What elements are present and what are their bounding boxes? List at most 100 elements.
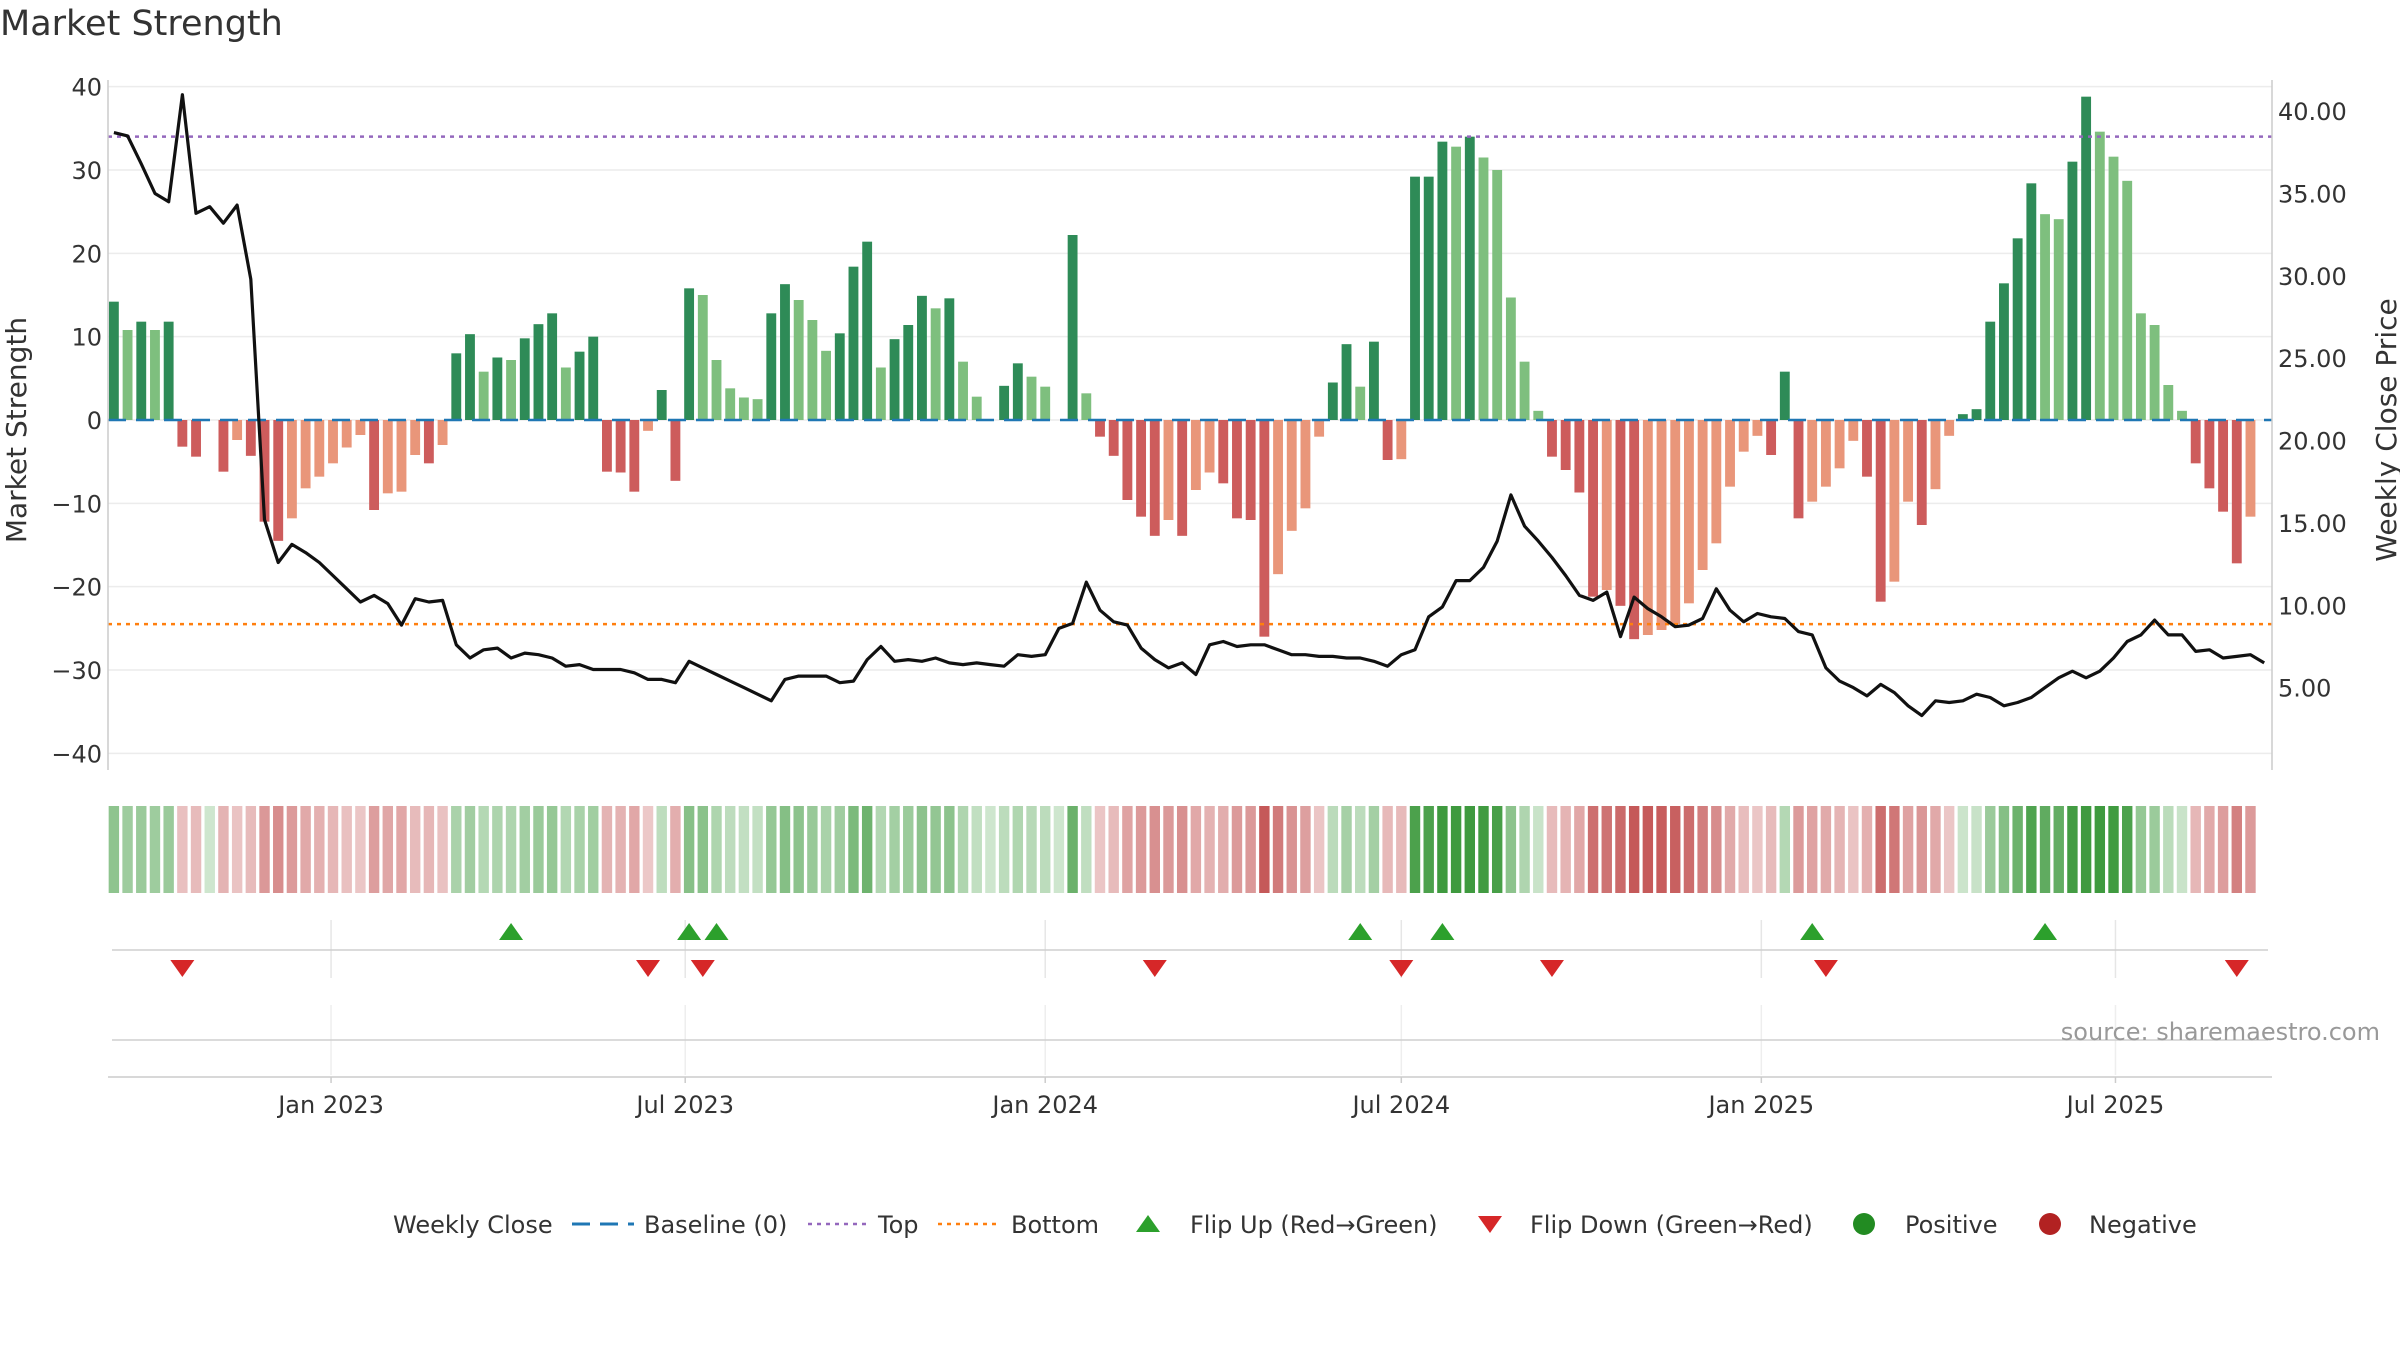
heat-cell xyxy=(1491,806,1503,893)
grid-lines xyxy=(108,85,2272,1075)
strength-bar xyxy=(1273,420,1283,575)
heat-cell xyxy=(1670,806,1681,893)
heat-cell xyxy=(1998,806,2010,893)
flip-up-marker xyxy=(677,923,702,940)
legend-swatch-positive xyxy=(1853,1213,1875,1235)
strength-bar xyxy=(122,330,133,420)
strength-bar xyxy=(766,313,777,420)
strength-bar xyxy=(1410,176,1420,420)
strength-bar xyxy=(1588,420,1598,597)
strength-bar xyxy=(1999,283,2009,420)
heat-cell xyxy=(711,806,722,893)
strength-bar xyxy=(2231,420,2242,564)
strength-bar xyxy=(533,324,544,420)
heat-cell xyxy=(1149,806,1160,893)
strength-bar xyxy=(1327,382,1338,420)
strength-bar xyxy=(1656,420,1667,630)
y-right-tick-label: 25.00 xyxy=(2278,345,2347,373)
y-right-tick-label: 5.00 xyxy=(2278,675,2331,703)
heat-cell xyxy=(1902,806,1914,893)
heat-cell xyxy=(1957,806,1969,893)
heat-cell xyxy=(149,806,161,893)
strength-bar xyxy=(2135,313,2146,420)
y-left-tick-label: 30 xyxy=(71,157,102,185)
strength-bar xyxy=(1177,420,1188,536)
y-left-axis-title: Market Strength xyxy=(0,317,33,543)
strength-bar xyxy=(451,353,462,420)
y-left-tick-label: 20 xyxy=(71,240,102,268)
strength-bar xyxy=(1437,141,1448,420)
heat-cell xyxy=(985,806,996,893)
heat-cell xyxy=(2053,806,2064,893)
flip-up-marker xyxy=(1430,923,1455,940)
heat-cell xyxy=(1464,806,1475,893)
heat-cell xyxy=(1231,806,1243,893)
heat-cell xyxy=(355,806,366,893)
strength-bar xyxy=(191,420,201,457)
strength-bar xyxy=(725,388,736,420)
y-left-tick-label: −10 xyxy=(51,490,102,518)
heat-cell xyxy=(231,806,243,893)
heat-cell xyxy=(2190,806,2201,893)
heat-cell xyxy=(1943,806,1955,893)
heat-cell xyxy=(2067,806,2078,893)
heat-cell xyxy=(2135,806,2147,893)
heat-cell xyxy=(1505,806,1517,893)
strength-bar xyxy=(410,420,421,455)
heat-cell xyxy=(136,806,147,893)
heat-cell xyxy=(1040,806,1051,893)
strength-bar xyxy=(930,308,941,420)
strength-bar xyxy=(1670,420,1681,625)
flip-down-marker xyxy=(1813,960,1838,977)
heat-cell xyxy=(1012,806,1024,893)
heat-cell xyxy=(1204,806,1215,893)
y-left-tick-label: 0 xyxy=(87,407,102,435)
strength-bar xyxy=(1738,420,1749,452)
strength-bar xyxy=(821,350,832,420)
strength-bar xyxy=(1807,420,1818,502)
source-label: source: sharemaestro.com xyxy=(2061,1018,2380,1046)
legend-label-negative: Negative xyxy=(2089,1211,2197,1239)
strength-bar xyxy=(1725,420,1735,487)
heat-cell xyxy=(560,806,572,893)
strength-bar xyxy=(1040,386,1051,420)
strength-bar xyxy=(1875,420,1886,602)
heat-cell xyxy=(1834,806,1845,893)
flip-up-marker xyxy=(1800,923,1825,940)
strength-bar xyxy=(1451,146,1462,420)
legend-label-flip_down: Flip Down (Green→Red) xyxy=(1530,1211,1813,1239)
heat-cell xyxy=(245,806,257,893)
strength-bar xyxy=(1985,321,1996,420)
strength-bar xyxy=(1355,386,1366,420)
heat-cell xyxy=(2163,806,2174,893)
heat-cell xyxy=(1478,806,1489,893)
strength-bar xyxy=(999,385,1010,420)
heat-cell xyxy=(327,806,339,893)
heat-cell xyxy=(1848,806,1859,893)
heat-cell xyxy=(546,806,558,893)
heat-cell xyxy=(218,806,229,893)
heat-cell xyxy=(1930,806,1941,893)
strength-bar xyxy=(2026,183,2037,420)
strength-bar xyxy=(163,321,174,420)
flip-down-marker xyxy=(1389,960,1414,977)
heat-cell xyxy=(670,806,681,893)
heat-cell xyxy=(2176,806,2188,893)
strength-bar xyxy=(1820,420,1831,487)
heat-cell xyxy=(492,806,503,893)
strength-bar xyxy=(1464,136,1475,420)
strength-bar xyxy=(1711,420,1722,544)
heat-cell xyxy=(2080,806,2092,893)
heat-cell xyxy=(1313,806,1325,893)
strength-bar xyxy=(519,338,530,420)
x-tick-label: Jan 2024 xyxy=(990,1091,1098,1119)
strength-bar xyxy=(369,420,380,510)
heat-cell xyxy=(396,806,407,893)
heat-cell xyxy=(1533,806,1544,893)
y-right-tick-label: 30.00 xyxy=(2278,263,2347,291)
strength-bar xyxy=(1190,420,1201,490)
heat-cell xyxy=(1683,806,1695,893)
heat-cell xyxy=(423,806,435,893)
heat-cell xyxy=(944,806,955,893)
strength-bar xyxy=(136,321,147,420)
